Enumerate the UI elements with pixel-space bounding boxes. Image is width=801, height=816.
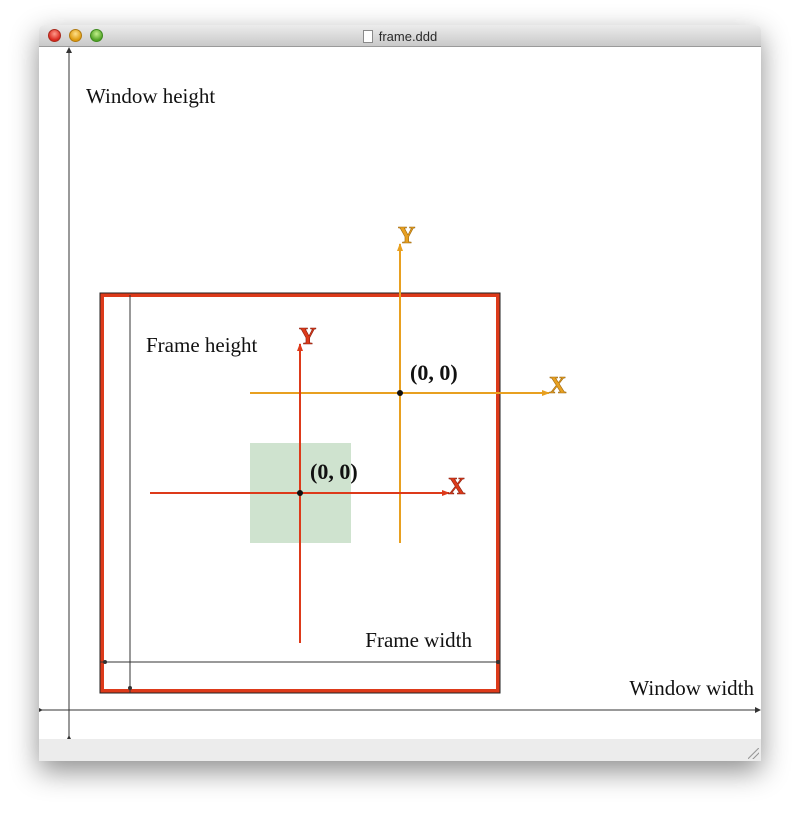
frame-diagram: Window height Window width Frame height … — [39, 47, 761, 739]
frame-border-outline — [99, 292, 501, 694]
frame-origin-label: (0, 0) — [410, 360, 458, 385]
title-bar[interactable]: frame.ddd — [39, 25, 761, 47]
frame-origin-point — [397, 390, 403, 396]
frame-width-start-dot — [103, 660, 107, 664]
zoom-window-button[interactable] — [90, 29, 103, 42]
document-icon — [362, 29, 373, 43]
object-x-label: X — [448, 474, 466, 500]
resize-grip-icon[interactable] — [748, 748, 759, 759]
canvas-area: Window height Window width Frame height … — [39, 47, 761, 739]
frame-y-label: Y — [398, 223, 415, 249]
object-origin-label: (0, 0) — [310, 459, 358, 484]
window-width-label: Window width — [629, 676, 754, 700]
window-height-label: Window height — [86, 84, 215, 108]
frame-height-end-dot — [128, 686, 132, 690]
frame-width-label: Frame width — [365, 628, 472, 652]
object-origin-point — [297, 490, 303, 496]
app-window: frame.ddd Window height Window width — [39, 25, 761, 761]
status-bar — [39, 739, 761, 761]
minimize-window-button[interactable] — [69, 29, 82, 42]
frame-width-end-dot — [496, 660, 500, 664]
frame-border — [100, 293, 500, 693]
close-window-button[interactable] — [48, 29, 61, 42]
frame-x-label: X — [549, 373, 567, 399]
object-y-label: Y — [299, 324, 316, 350]
window-title: frame.ddd — [378, 28, 438, 44]
window-title-group: frame.ddd — [39, 25, 761, 47]
frame-height-label: Frame height — [146, 333, 258, 357]
